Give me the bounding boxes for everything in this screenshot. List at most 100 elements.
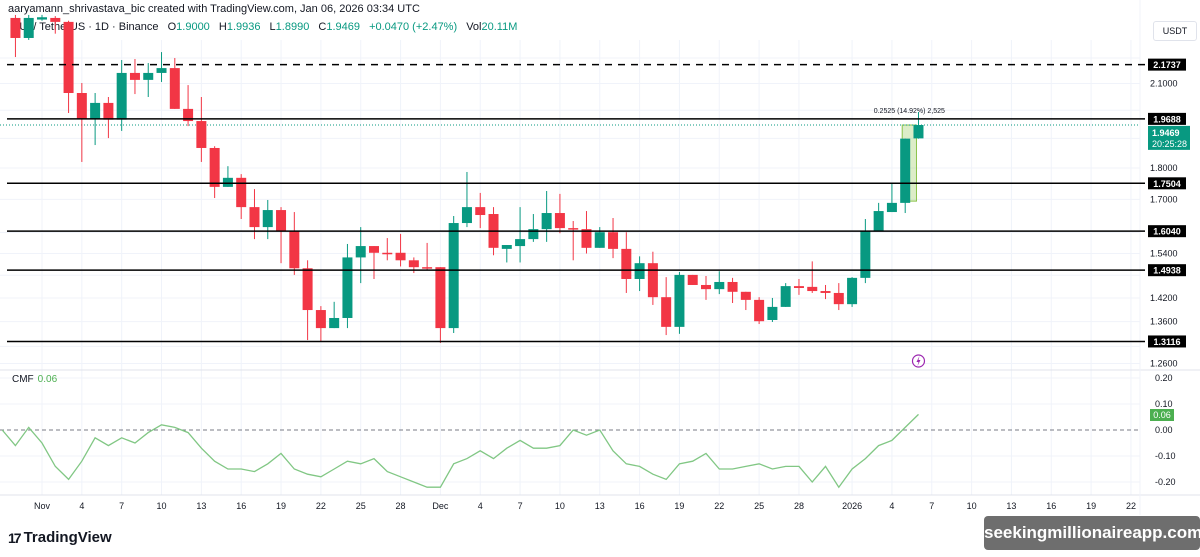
candle-down <box>621 248 632 279</box>
time-axis-label: 13 <box>595 501 605 511</box>
candle-down <box>10 17 21 38</box>
cmf-axis-label: 0.20 <box>1155 373 1173 383</box>
candle-down <box>701 284 711 290</box>
candle-down <box>236 177 247 208</box>
candle-down <box>754 299 765 322</box>
candle-down <box>727 281 738 292</box>
candle-down <box>50 17 61 22</box>
candle-up <box>355 246 366 258</box>
time-axis-label: Nov <box>34 501 51 511</box>
low-value: 1.8990 <box>275 21 310 33</box>
high-value: 1.9936 <box>226 21 261 33</box>
close-value: 1.9469 <box>326 21 360 33</box>
time-axis-label: 7 <box>119 501 124 511</box>
candle-down <box>661 297 672 327</box>
time-axis-label: 28 <box>794 501 804 511</box>
cmf-axis-label: 0.00 <box>1155 425 1173 435</box>
candle-up <box>329 317 340 329</box>
candle-up <box>501 245 512 249</box>
time-axis-label: 16 <box>236 501 246 511</box>
candle-up <box>913 125 924 139</box>
level-price-badge <box>1148 177 1186 190</box>
volume-label: Vol <box>466 21 482 33</box>
candle-up <box>541 213 552 230</box>
time-axis-label: 19 <box>1086 501 1096 511</box>
tradingview-brand: TradingView <box>23 529 112 546</box>
time-axis-label: 10 <box>967 501 977 511</box>
low-label: L <box>269 21 276 33</box>
time-axis-label: 4 <box>889 501 894 511</box>
candle-up <box>23 17 34 38</box>
symbol-legend: SUI / TetherUS · 1D · Binance O1.9000 H1… <box>12 21 517 33</box>
candle-down <box>833 292 844 305</box>
candle-up <box>847 277 858 305</box>
level-price-badge <box>1148 58 1186 71</box>
time-axis-label: 16 <box>635 501 645 511</box>
candle-down <box>395 252 406 261</box>
candle-down <box>129 72 140 80</box>
candle-up <box>90 102 101 120</box>
candle-up <box>594 232 605 248</box>
tradingview-logo-icon: 17 <box>8 529 22 546</box>
time-axis-label: 25 <box>356 501 366 511</box>
time-axis-label: 4 <box>478 501 483 511</box>
candle-down <box>196 121 207 148</box>
time-axis-label: 22 <box>714 501 724 511</box>
level-price-label: 1.7504 <box>1153 179 1181 189</box>
symbol-name[interactable]: SUI / TetherUS · 1D · Binance <box>12 21 159 33</box>
candle-up <box>873 211 884 232</box>
candle-down <box>63 21 74 94</box>
candle-down <box>169 68 180 109</box>
candle-up <box>674 274 685 327</box>
candle-down <box>554 213 565 229</box>
cmf-legend: CMF 0.06 <box>12 374 57 385</box>
last-price-label: 1.9469 <box>1152 128 1180 138</box>
candle-down <box>302 268 313 311</box>
candle-up <box>143 72 154 80</box>
time-axis-label: 22 <box>316 501 326 511</box>
candle-down <box>382 252 393 255</box>
candle-down <box>608 232 619 249</box>
candle-up <box>886 202 897 213</box>
time-axis-label: 7 <box>929 501 934 511</box>
cmf-axis-label: 0.10 <box>1155 399 1173 409</box>
tradingview-logo[interactable]: 17 TradingView <box>8 529 112 546</box>
level-price-label: 1.3116 <box>1153 337 1180 347</box>
cmf-current-value: 0.06 <box>37 374 58 385</box>
candle-down <box>687 274 698 285</box>
candle-down <box>249 207 260 228</box>
candle-up <box>342 257 353 318</box>
level-price-label: 1.4938 <box>1153 266 1181 276</box>
candle-up <box>448 223 459 329</box>
price-axis-label: 1.3600 <box>1150 317 1178 327</box>
candle-up <box>528 229 539 240</box>
candle-up <box>461 207 472 224</box>
candle-down <box>315 310 326 329</box>
candle-down <box>740 291 751 300</box>
candle-down <box>807 286 818 292</box>
candle-up <box>714 281 725 290</box>
level-price-label: 1.9688 <box>1153 114 1181 124</box>
time-axis-label: 22 <box>1126 501 1136 511</box>
bar-countdown-label: 20:25:28 <box>1152 139 1187 149</box>
cmf-value-label: 0.06 <box>1153 410 1171 420</box>
time-axis-label: 16 <box>1046 501 1056 511</box>
candle-down <box>422 267 433 269</box>
time-axis-label: Dec <box>432 501 449 511</box>
last-price-badge <box>1148 125 1190 150</box>
price-axis-label: 1.4200 <box>1150 293 1178 303</box>
candle-down <box>209 147 220 187</box>
time-axis-label: 10 <box>555 501 565 511</box>
candle-down <box>793 286 804 289</box>
candle-up <box>780 286 791 307</box>
currency-button[interactable]: USDT <box>1153 21 1197 41</box>
cmf-title: CMF <box>12 374 34 385</box>
cmf-line <box>1 413 919 489</box>
candle-up <box>860 231 871 278</box>
candle-down <box>820 291 831 293</box>
candle-up <box>156 68 167 73</box>
time-axis-label: 2026 <box>842 501 862 511</box>
price-axis-label: 2.1000 <box>1150 79 1178 89</box>
price-axis-label: 1.8000 <box>1150 163 1178 173</box>
